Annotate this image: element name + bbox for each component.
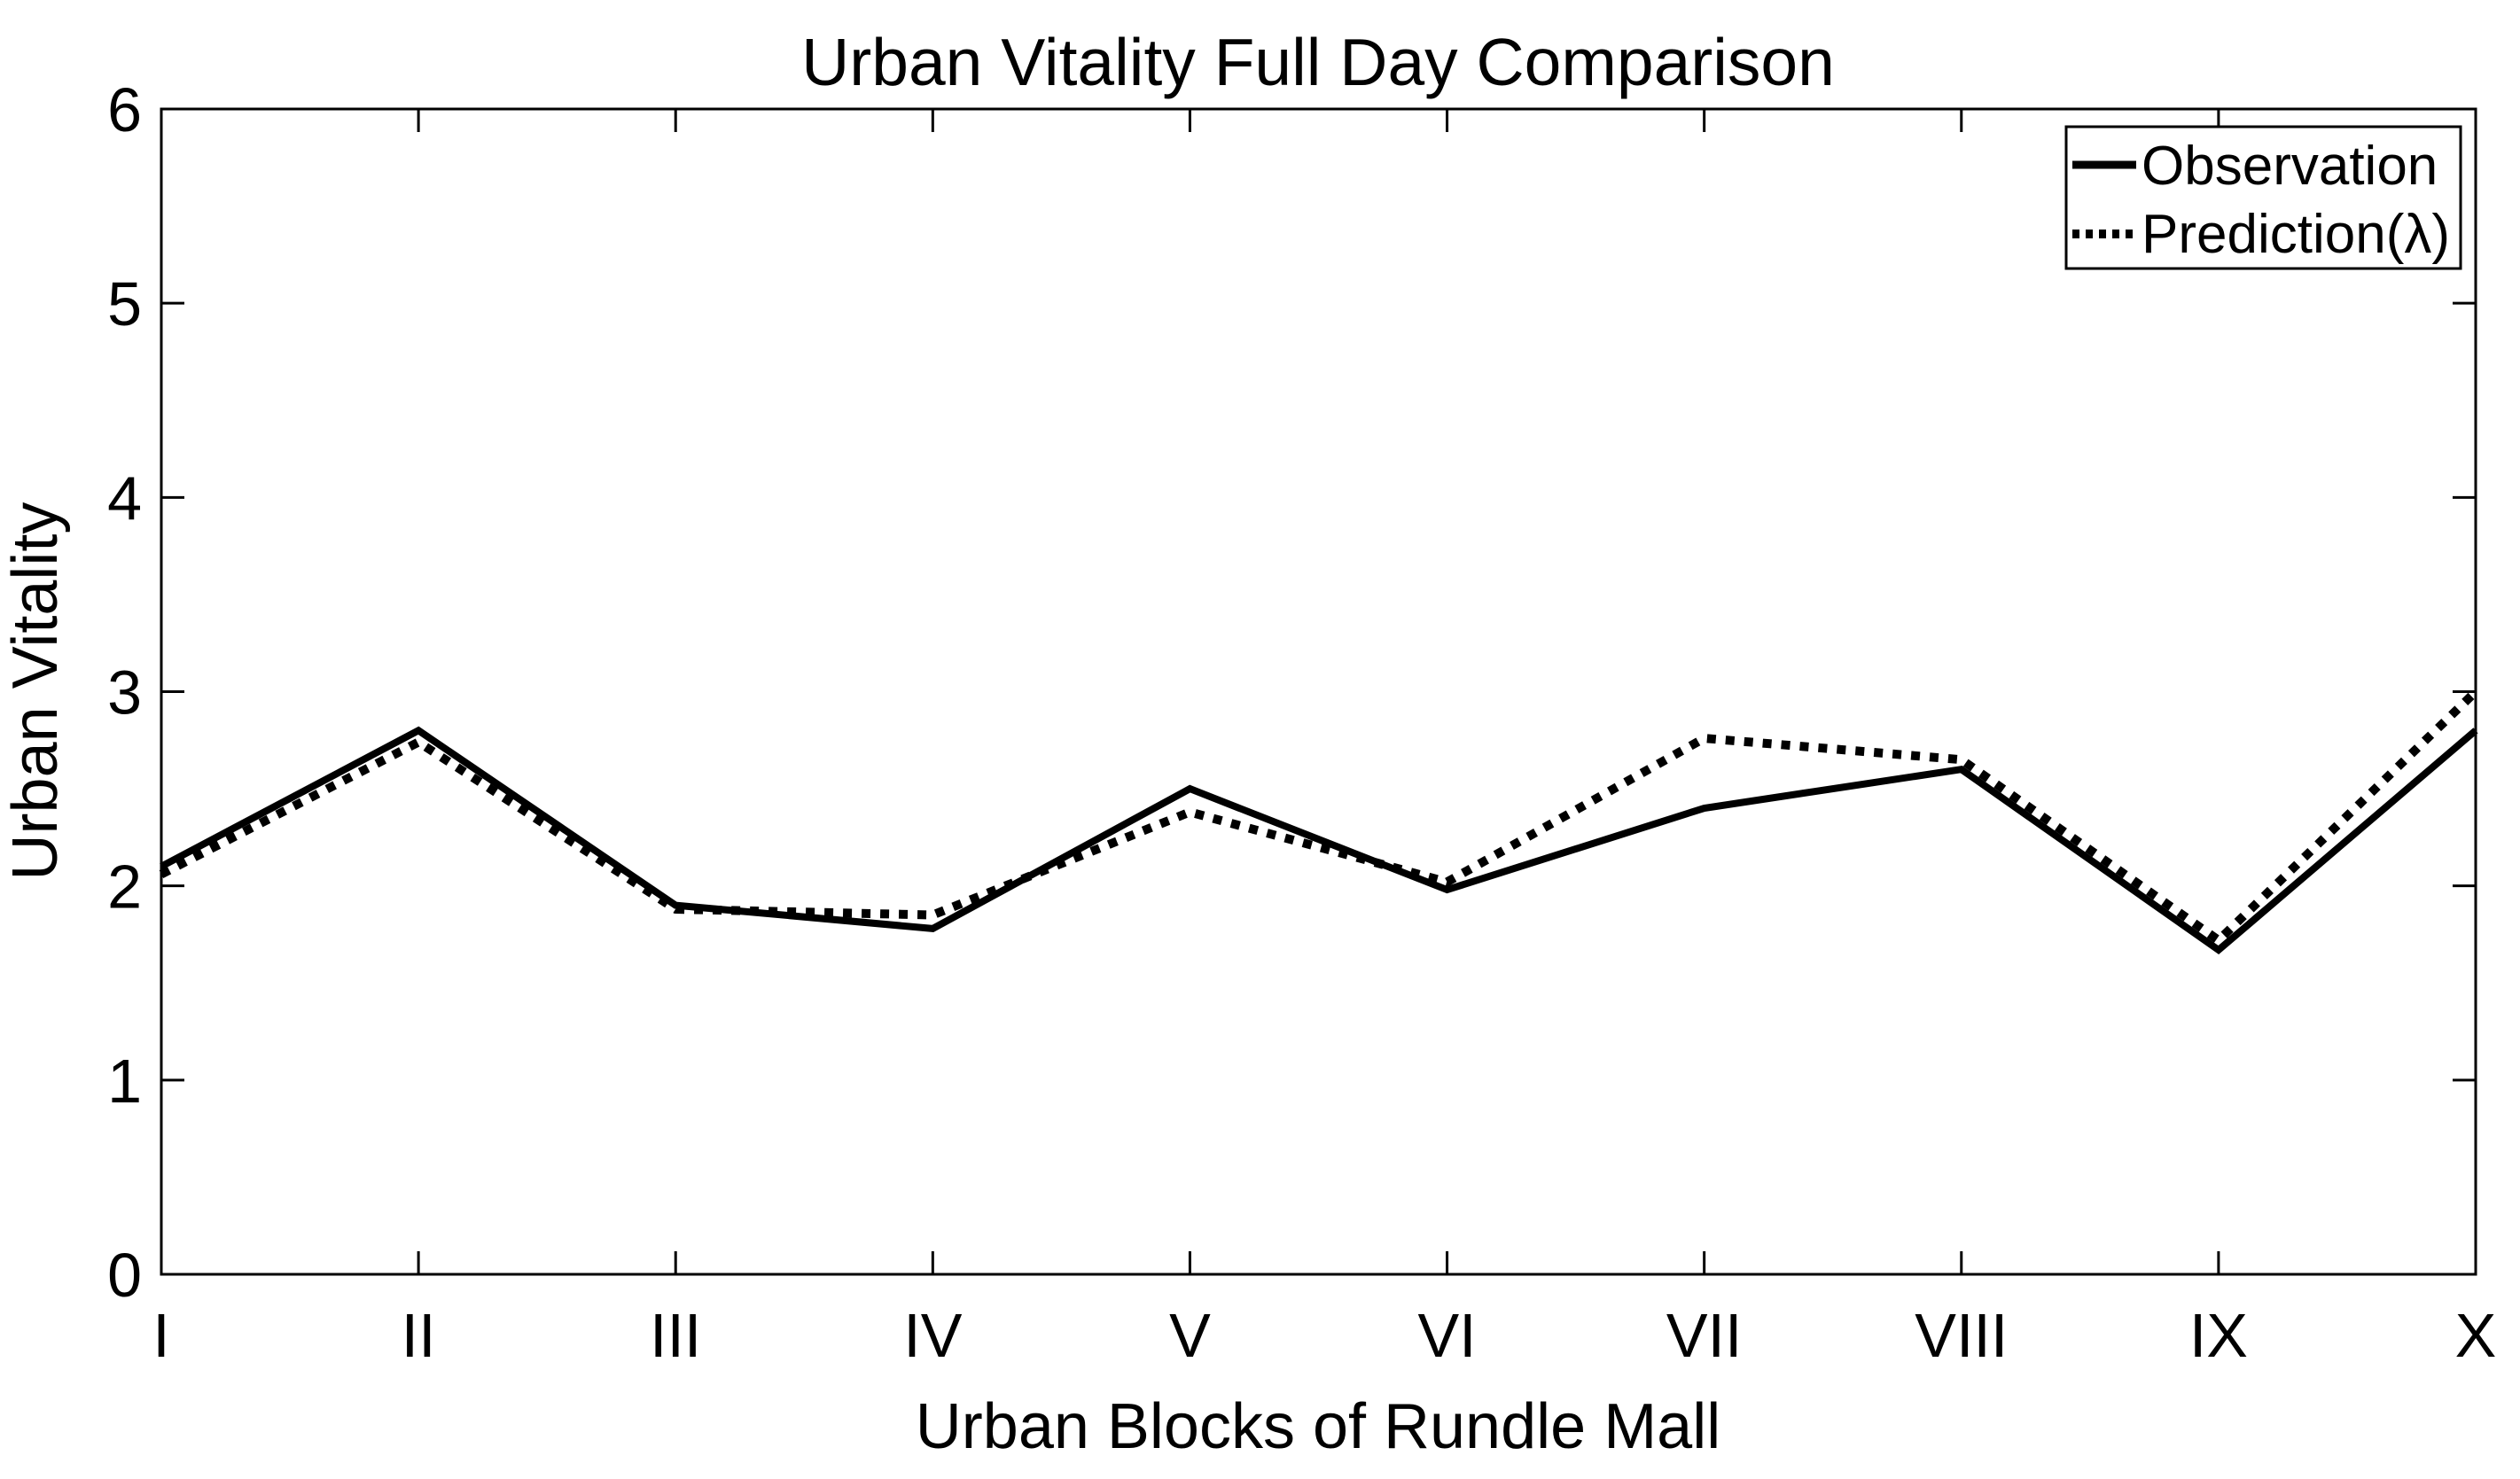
legend: Observation Prediction(λ) <box>2064 125 2462 270</box>
observation-line <box>160 726 2478 955</box>
chart-title: Urban Vitality Full Day Comparison <box>801 25 1835 99</box>
y-axis-label: Urban Vitality <box>0 502 71 881</box>
y-tick-label: 2 <box>107 852 142 922</box>
legend-label-observation: Observation <box>2142 136 2438 197</box>
y-tick-label: 6 <box>107 75 142 144</box>
x-tick-label: III <box>650 1301 701 1370</box>
plot-area <box>160 107 2477 1276</box>
x-tick-label: I <box>152 1301 169 1370</box>
x-tick-label: V <box>1169 1301 1211 1370</box>
legend-box <box>2064 125 2462 270</box>
x-tick-label: IX <box>2189 1301 2248 1370</box>
x-tick-labels: I II III IV V VI VII VIII IX X <box>152 1301 2496 1370</box>
y-tick-label: 3 <box>107 658 142 728</box>
y-tick-label: 4 <box>107 463 142 533</box>
x-tick-label: X <box>2455 1301 2497 1370</box>
x-axis-label: Urban Blocks of Rundle Mall <box>916 1391 1720 1462</box>
x-tick-label: IV <box>903 1301 962 1370</box>
legend-label-prediction: Prediction(λ) <box>2142 204 2450 265</box>
series-lines <box>159 688 2479 955</box>
x-tick-label: VII <box>1666 1301 1743 1370</box>
y-tick-labels: 0 1 2 3 4 5 6 <box>107 75 142 1310</box>
axis-ticks <box>160 107 2477 1276</box>
x-tick-label: II <box>402 1301 436 1370</box>
y-tick-label: 0 <box>107 1241 142 1310</box>
prediction-line <box>159 688 2479 946</box>
y-tick-label: 1 <box>107 1047 142 1116</box>
y-tick-label: 5 <box>107 269 142 339</box>
x-tick-label: VI <box>1417 1301 1476 1370</box>
x-tick-label: VIII <box>1915 1301 2008 1370</box>
